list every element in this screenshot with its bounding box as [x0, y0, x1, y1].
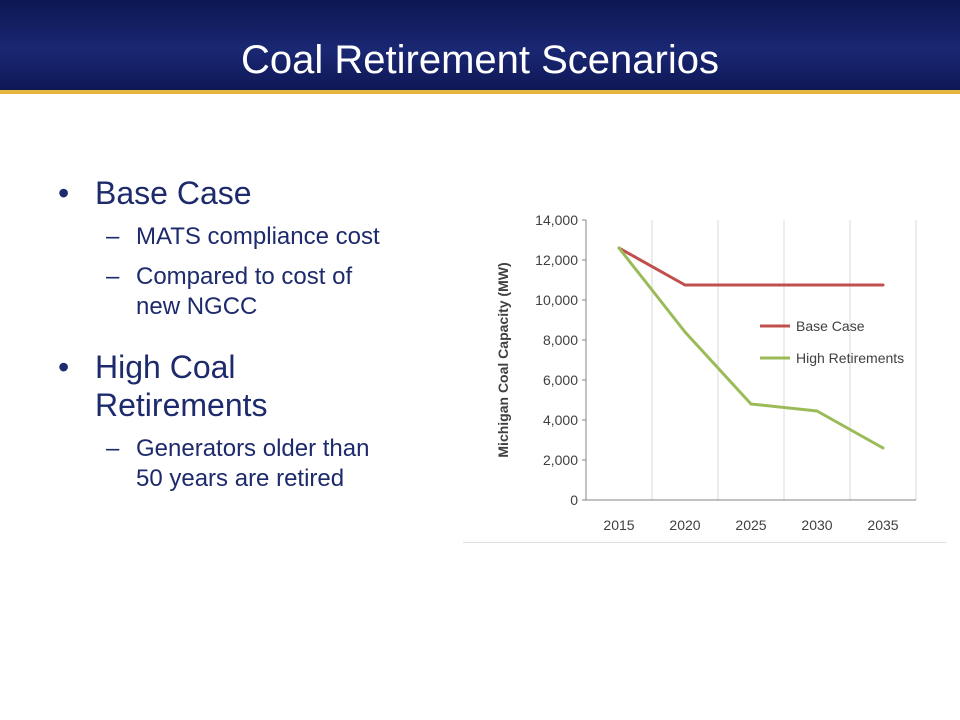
sub-bullet-generators: – Generators older than 50 years are ret…: [58, 434, 458, 494]
data-point: [617, 246, 621, 250]
slide-title: Coal Retirement Scenarios: [241, 38, 719, 82]
bullet-glyph: •: [58, 175, 70, 211]
x-tick-label: 2030: [801, 517, 832, 533]
y-tick-label: 0: [570, 492, 578, 508]
bullet-list: • Base Case – MATS compliance cost – Com…: [58, 174, 458, 494]
bullet-high-coal: • High Coal Retirements: [58, 348, 458, 424]
data-point: [815, 409, 819, 413]
sub-bullet-text: MATS compliance cost: [136, 223, 380, 250]
series-line: [617, 247, 884, 450]
data-point: [749, 402, 753, 406]
data-point: [881, 446, 885, 450]
dash-glyph: –: [106, 223, 120, 250]
y-tick-label: 10,000: [535, 292, 578, 308]
data-point: [881, 283, 885, 287]
x-tick-label: 2015: [603, 517, 634, 533]
dash-glyph: –: [106, 263, 120, 290]
chart-panel: 0 2,000 4,000 6,000 8,000 10,000 12,000 14,000 2…: [463, 196, 946, 543]
bullet-label: Base Case: [95, 175, 252, 211]
y-tick-label: 6,000: [543, 372, 578, 388]
sub-bullet-text: new NGCC: [136, 293, 258, 320]
bullet-glyph: •: [58, 349, 70, 385]
bullet-base-case: • Base Case: [58, 174, 458, 212]
title-bar: [0, 0, 960, 90]
series-line: [618, 246, 883, 287]
x-tick-label: 2020: [669, 517, 700, 533]
legend-label: High Retirements: [796, 350, 904, 366]
data-point: [815, 283, 819, 287]
y-axis-label: Michigan Coal Capacity (MW): [495, 262, 511, 457]
title-underline: [0, 90, 960, 94]
y-tick-label: 2,000: [543, 452, 578, 468]
dash-glyph: –: [106, 435, 120, 462]
coal-capacity-chart: 0 2,000 4,000 6,000 8,000 10,000 12,000 14,000 2…: [495, 212, 917, 533]
y-tick-label: 14,000: [535, 212, 578, 228]
sub-bullet-text: 50 years are retired: [136, 465, 345, 492]
data-point: [683, 330, 687, 334]
y-tick-label: 4,000: [543, 412, 578, 428]
sub-bullet-mats: – MATS compliance cost: [58, 222, 458, 252]
x-tick-label: 2035: [867, 517, 898, 533]
y-tick-label: 8,000: [543, 332, 578, 348]
y-tick-label: 12,000: [535, 252, 578, 268]
sub-bullet-text: Compared to cost of: [136, 263, 353, 290]
bullet-label: High Coal: [95, 349, 236, 385]
sub-bullet-text: Generators older than: [136, 435, 370, 462]
data-point: [749, 283, 753, 287]
bullet-label: Retirements: [95, 387, 268, 423]
sub-bullet-ngcc: – Compared to cost of new NGCC: [58, 262, 458, 322]
legend-label: Base Case: [796, 318, 865, 334]
x-tick-label: 2025: [735, 517, 766, 533]
data-point: [683, 283, 687, 287]
